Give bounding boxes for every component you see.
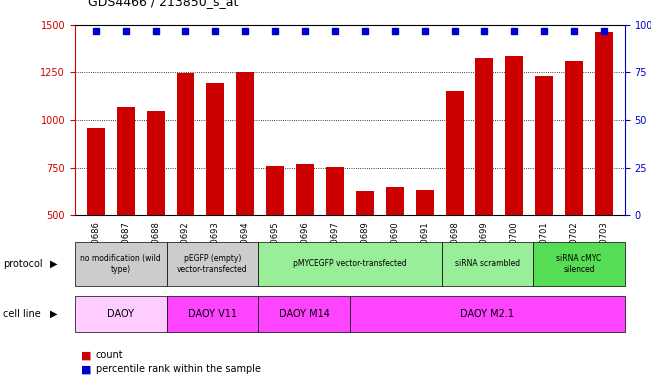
Text: ▶: ▶ <box>49 309 57 319</box>
Bar <box>146 111 165 310</box>
Text: cell line: cell line <box>3 309 41 319</box>
Text: no modification (wild
type): no modification (wild type) <box>80 254 161 274</box>
Bar <box>206 83 225 310</box>
Bar <box>505 56 523 310</box>
Text: GDS4466 / 213850_s_at: GDS4466 / 213850_s_at <box>88 0 238 8</box>
Text: percentile rank within the sample: percentile rank within the sample <box>96 364 260 374</box>
Bar <box>87 127 105 310</box>
Bar <box>595 31 613 310</box>
Text: ■: ■ <box>81 364 92 374</box>
Text: pEGFP (empty)
vector-transfected: pEGFP (empty) vector-transfected <box>177 254 247 274</box>
Text: siRNA cMYC
silenced: siRNA cMYC silenced <box>557 254 602 274</box>
Bar <box>296 164 314 310</box>
Text: siRNA scrambled: siRNA scrambled <box>455 260 520 268</box>
Bar <box>535 76 553 310</box>
Bar <box>326 167 344 310</box>
Bar <box>266 166 284 310</box>
Bar <box>176 73 195 310</box>
Bar <box>236 71 255 310</box>
Bar <box>117 107 135 310</box>
Bar <box>565 61 583 310</box>
Bar <box>356 191 374 310</box>
Bar <box>475 58 493 310</box>
Text: protocol: protocol <box>3 259 43 269</box>
Text: pMYCEGFP vector-transfected: pMYCEGFP vector-transfected <box>293 260 407 268</box>
Text: DAOY: DAOY <box>107 309 134 319</box>
Bar <box>445 91 464 310</box>
Bar <box>386 187 404 310</box>
Text: count: count <box>96 350 123 360</box>
Text: DAOY V11: DAOY V11 <box>188 309 237 319</box>
Text: DAOY M2.1: DAOY M2.1 <box>460 309 514 319</box>
Text: ▶: ▶ <box>49 259 57 269</box>
Text: DAOY M14: DAOY M14 <box>279 309 329 319</box>
Bar <box>416 190 434 310</box>
Text: ■: ■ <box>81 350 92 360</box>
